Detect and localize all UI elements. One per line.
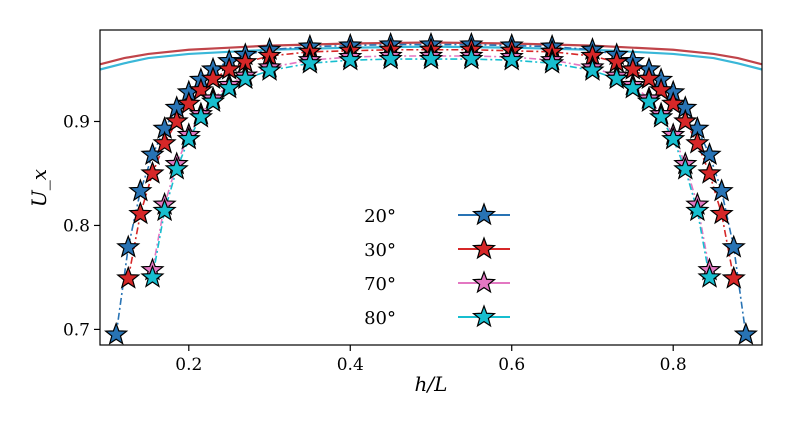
series-4-point	[540, 50, 565, 74]
legend-marker	[471, 270, 497, 294]
series-4-point	[217, 75, 242, 99]
series-2-point	[648, 77, 674, 101]
series-4-point	[685, 198, 710, 222]
x-tick-label: 0.8	[660, 355, 687, 375]
series-markers	[104, 31, 758, 345]
series-2-point	[697, 160, 722, 184]
series-2-point	[685, 130, 710, 154]
legend-label: 70°	[364, 274, 396, 295]
series-2-point	[176, 91, 201, 115]
legend-marker	[471, 202, 497, 226]
series-4-point	[233, 66, 258, 90]
series-1-point	[104, 321, 129, 345]
legend: 20° 30° 70° 80°	[364, 202, 510, 329]
legend-marker	[471, 304, 497, 328]
series-4-point	[152, 198, 177, 222]
series-2-point	[152, 130, 177, 154]
series-1-point	[116, 234, 141, 258]
series-2-point	[200, 66, 226, 90]
series-4-point	[378, 46, 403, 70]
series-line-2	[127, 48, 735, 279]
y-tick-label: 0.7	[63, 320, 90, 340]
series-4-point	[188, 104, 214, 128]
series-4-point	[297, 50, 322, 74]
legend-label: 80°	[364, 308, 396, 329]
x-axis: 0.2 0.4 0.6 0.8	[175, 345, 687, 375]
series-4-point	[418, 46, 444, 70]
x-tick-label: 0.4	[337, 355, 364, 375]
series-4-point	[257, 57, 282, 81]
series-4-point	[459, 46, 484, 70]
series-4-point	[661, 126, 686, 150]
series-2-point	[140, 160, 165, 184]
y-axis: 0.7 0.8 0.9	[63, 112, 100, 340]
series-4-point	[499, 47, 524, 71]
series-1-point	[709, 178, 734, 202]
series-line-4	[151, 58, 711, 278]
y-axis-label: U_x	[27, 169, 51, 207]
x-axis-label: h/L	[415, 372, 448, 396]
series-4-point	[620, 75, 645, 99]
series-4-point	[140, 264, 165, 288]
series-4-point	[164, 156, 189, 180]
x-tick-label: 0.6	[498, 355, 525, 375]
legend-marker	[471, 236, 497, 260]
series-1-point	[721, 234, 746, 258]
plot-frame	[99, 29, 763, 346]
series-4-point	[636, 89, 662, 113]
series-2-point	[116, 265, 141, 289]
series-1-point	[733, 321, 758, 345]
series-2-point	[128, 201, 153, 225]
series-4-point	[176, 126, 201, 150]
series-1-point	[128, 178, 153, 202]
series-4-point	[648, 104, 674, 128]
series-4-point	[673, 156, 698, 180]
series-2-point	[721, 265, 746, 289]
y-tick-label: 0.8	[63, 216, 90, 236]
series-4-point	[200, 89, 226, 113]
x-tick-label: 0.2	[175, 355, 202, 375]
series-4-point	[338, 47, 363, 71]
y-tick-label: 0.9	[63, 112, 90, 132]
legend-label: 20°	[364, 206, 396, 227]
series-4-point	[580, 57, 605, 81]
series-2-point	[636, 66, 662, 90]
series-2-point	[673, 108, 698, 132]
series-2-point	[661, 91, 686, 115]
series-4-point	[697, 264, 722, 288]
series-2-point	[709, 201, 734, 225]
series-2-point	[164, 108, 189, 132]
series-4-point	[604, 66, 629, 90]
legend-label: 30°	[364, 240, 396, 261]
